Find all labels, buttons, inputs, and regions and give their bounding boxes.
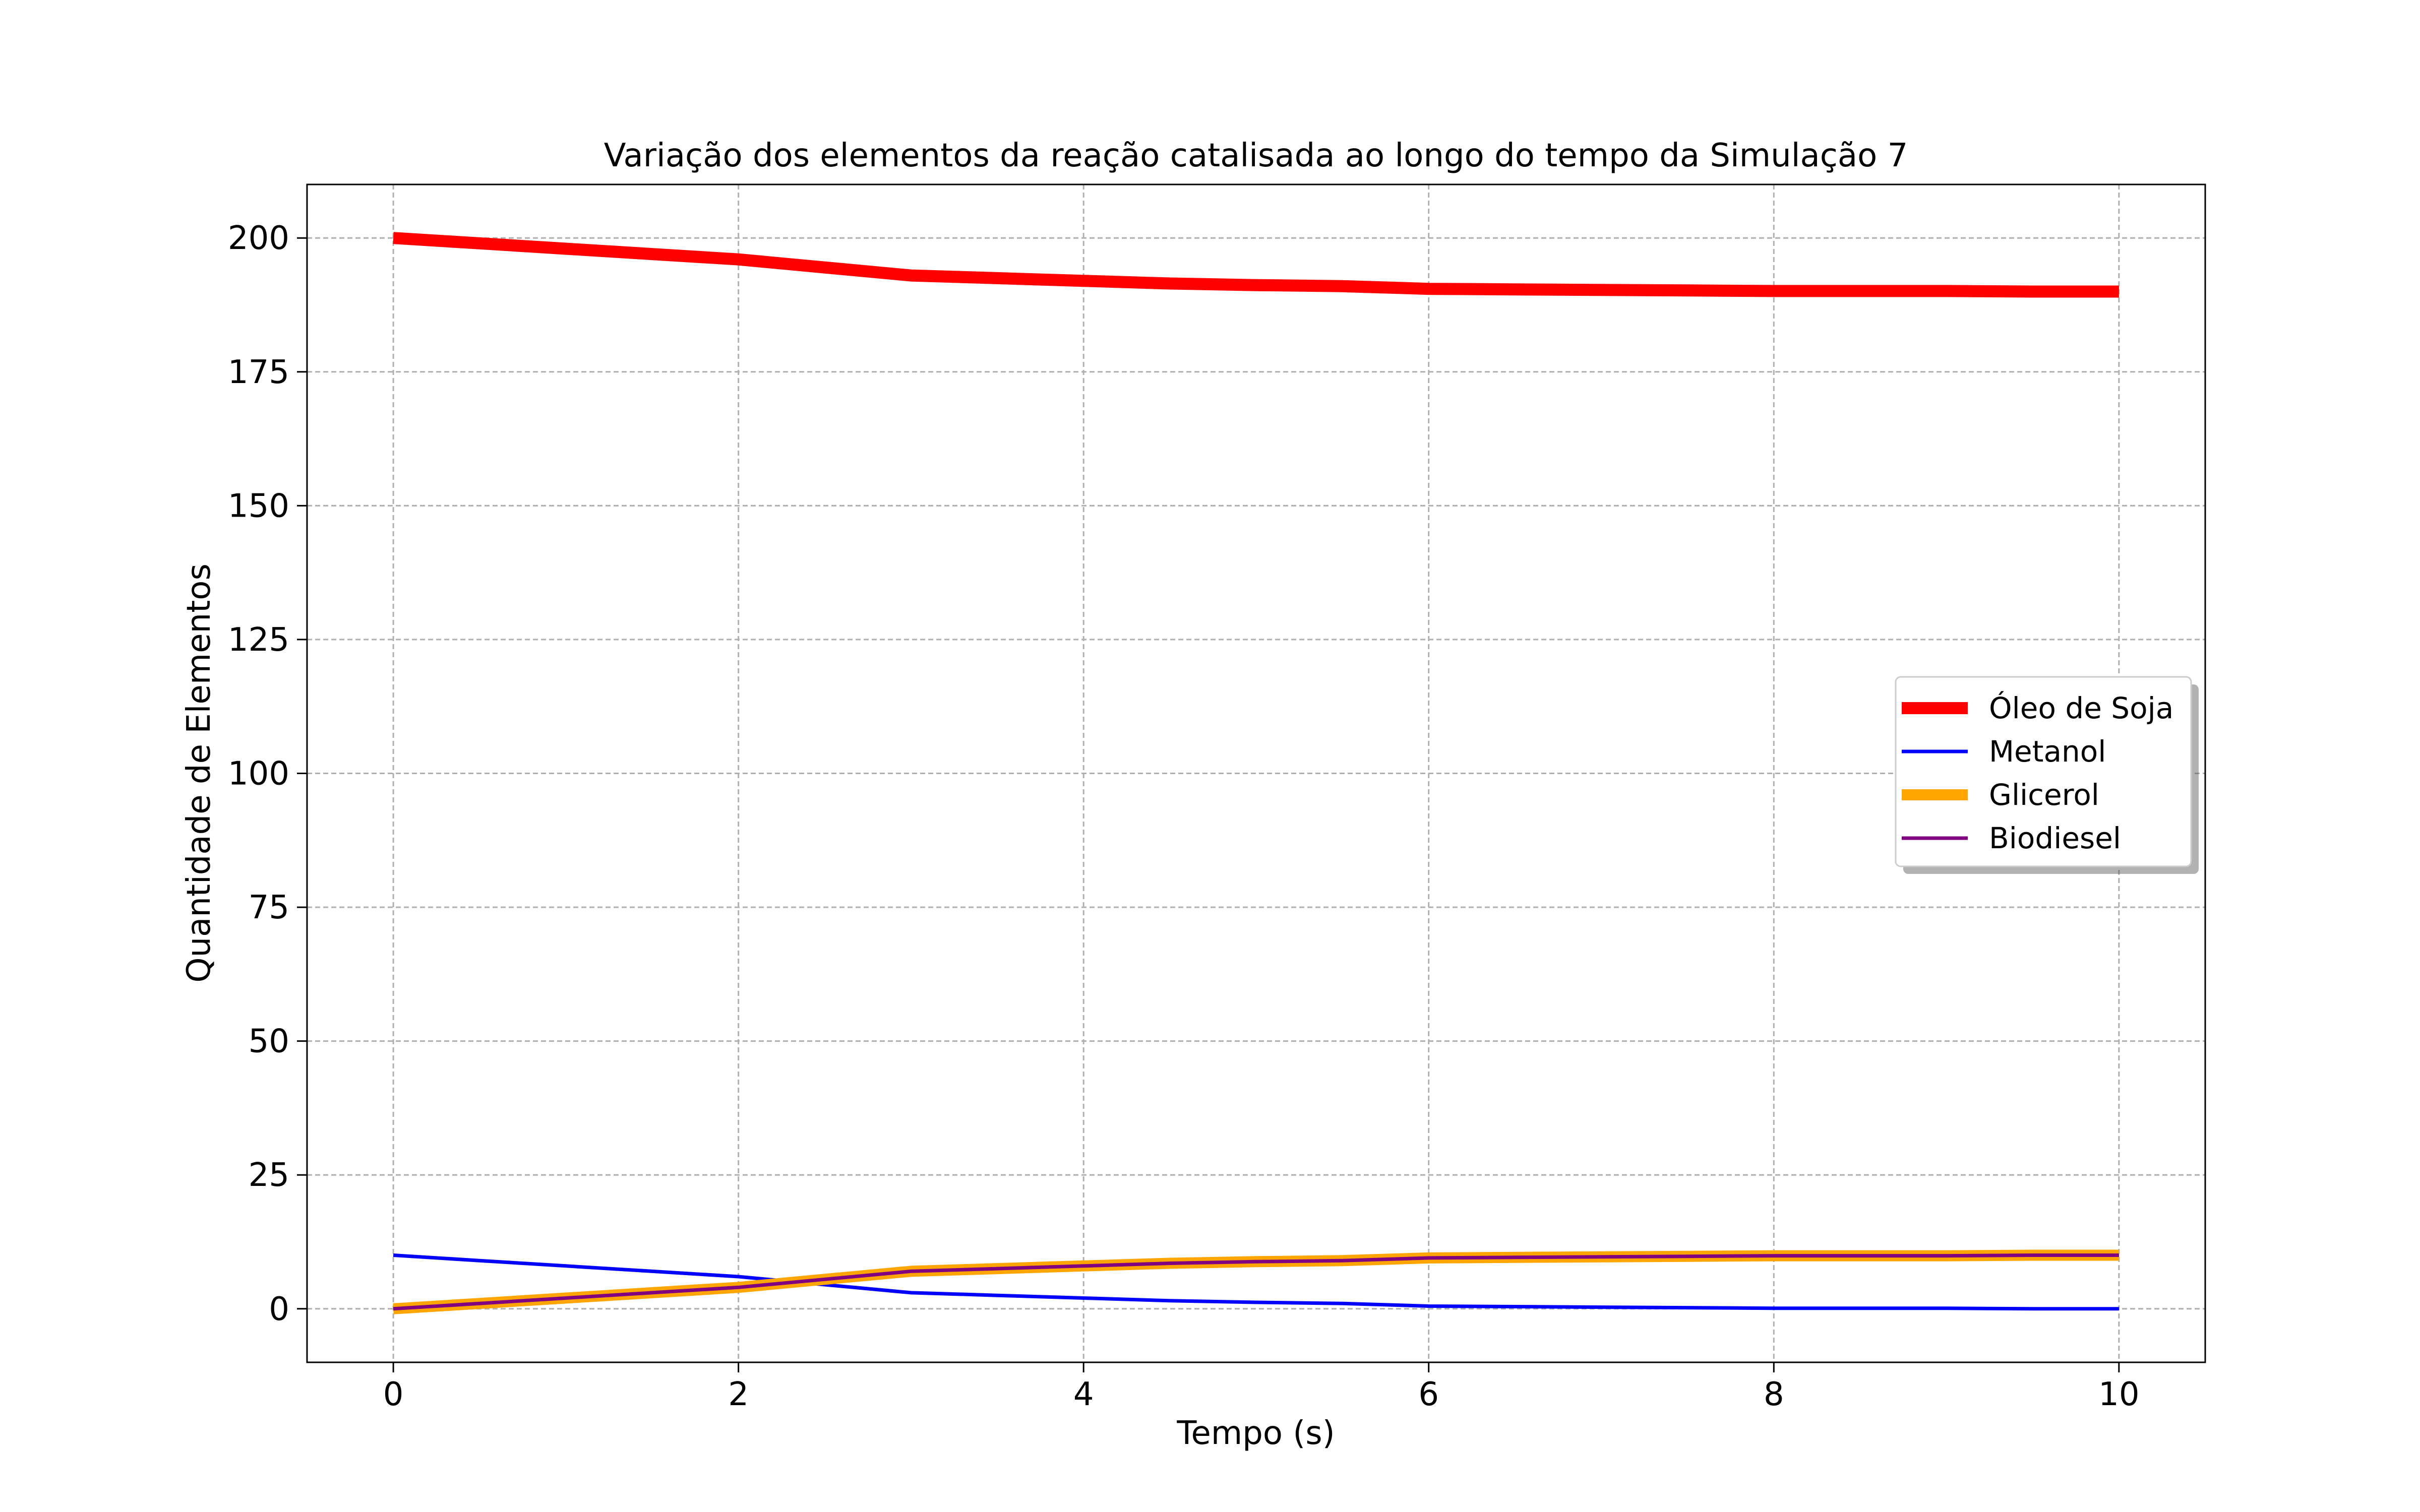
- plot-lines: [393, 232, 2119, 1314]
- y-tick-label: 200: [228, 220, 289, 257]
- y-tick-label: 25: [249, 1157, 289, 1194]
- legend-label: Metanol: [1989, 734, 2106, 769]
- x-tick-label: 2: [728, 1376, 749, 1413]
- x-axis-label: Tempo (s): [1176, 1415, 1335, 1452]
- y-tick-label: 75: [249, 889, 289, 926]
- legend-label: Biodiesel: [1989, 821, 2121, 855]
- x-tick-label: 6: [1418, 1376, 1439, 1413]
- legend-label: Glicerol: [1989, 778, 2099, 812]
- y-axis-label: Quantidade de Elementos: [180, 563, 218, 983]
- legend: Óleo de Soja Metanol Glicerol Biodiesel: [1895, 676, 2199, 874]
- y-tick-label: 175: [228, 354, 289, 391]
- series-line: [393, 1253, 2119, 1311]
- x-tick-label: 10: [2098, 1376, 2139, 1413]
- chart-title: Variação dos elementos da reação catalis…: [604, 137, 1908, 174]
- y-tick-label: 0: [269, 1291, 289, 1328]
- legend-label: Óleo de Soja: [1989, 690, 2173, 725]
- x-tick-label: 0: [383, 1376, 404, 1413]
- y-tick-label: 100: [228, 755, 289, 793]
- series-line: [393, 1253, 2119, 1311]
- x-tick-label: 4: [1073, 1376, 1094, 1413]
- y-tick-label: 50: [249, 1023, 289, 1060]
- legend-box: [1895, 676, 2192, 867]
- y-tick-label: 125: [228, 621, 289, 659]
- series-line: [393, 232, 2119, 298]
- x-tick-label: 8: [1764, 1376, 1784, 1413]
- y-tick-label: 150: [228, 487, 289, 525]
